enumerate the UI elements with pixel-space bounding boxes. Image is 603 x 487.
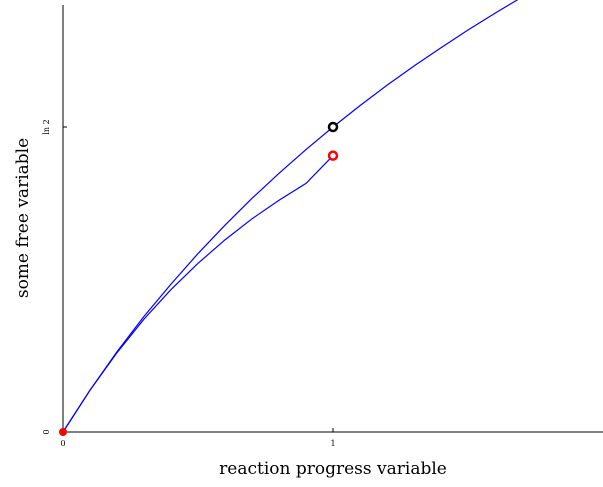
series-line-1 [62,0,519,433]
x-axis-label: reaction progress variable [219,459,447,479]
y-tick-label-0: 0 [42,429,51,434]
series-line-2 [62,155,334,433]
y-axis-label: some free variable [13,138,33,298]
x-tick-label-0: 0 [60,439,65,448]
x-tick-label-1: 1 [330,439,335,448]
marker-2 [327,121,339,133]
tick-layer: 0 1 0 ln 2 [42,119,336,448]
y-tick-label-1: ln 2 [42,119,51,134]
marker-3 [327,150,339,161]
marker-1 [59,428,67,436]
marker-layer [59,121,339,436]
series-layer [62,0,519,433]
